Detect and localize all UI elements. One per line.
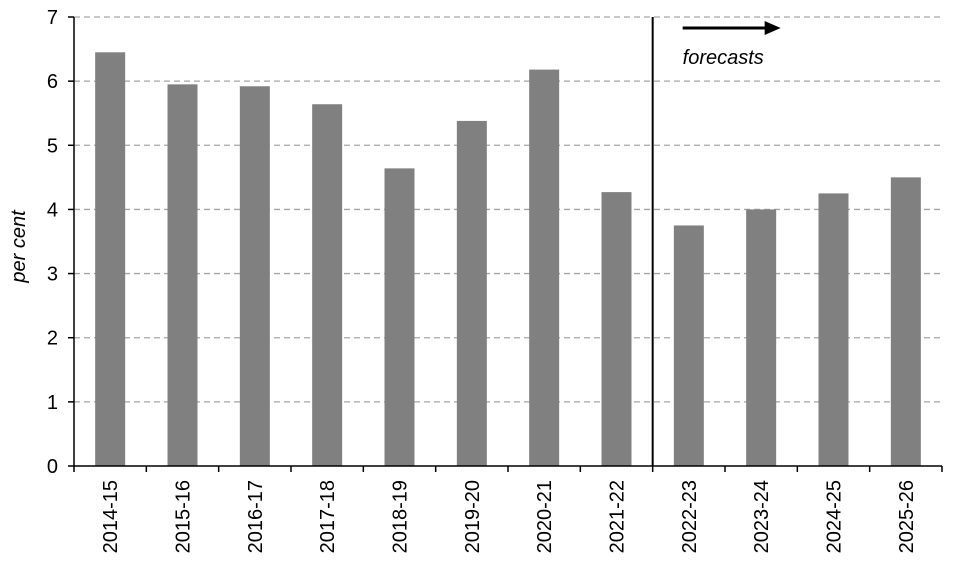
y-tick-label: 1 <box>47 392 58 414</box>
x-tick-label: 2021-22 <box>607 480 629 553</box>
bar-2024-25 <box>818 193 849 466</box>
x-tick-label: 2019-20 <box>462 480 484 553</box>
bar-2020-21 <box>529 69 560 467</box>
bars <box>95 52 921 467</box>
y-tick-label: 0 <box>47 456 58 478</box>
x-tick-label: 2023-24 <box>751 480 773 553</box>
y-tick-label: 2 <box>47 328 58 350</box>
bar-2018-19 <box>384 168 415 466</box>
y-tick-label: 4 <box>47 199 58 221</box>
y-tick-label: 5 <box>47 135 58 157</box>
x-tick-label: 2015-16 <box>173 480 195 553</box>
bar-2019-20 <box>456 120 487 466</box>
bar-2022-23 <box>673 225 704 466</box>
x-tick-label: 2017-18 <box>317 480 339 553</box>
y-tick-label: 3 <box>47 264 58 286</box>
x-tick-label: 2020-21 <box>534 480 556 553</box>
axes <box>68 16 943 472</box>
x-tick-label: 2016-17 <box>245 480 267 553</box>
x-tick-label: 2014-15 <box>100 480 122 553</box>
bar-2016-17 <box>239 86 270 466</box>
forecast-annotation: forecasts <box>651 17 781 466</box>
bar-2015-16 <box>167 84 198 466</box>
gridlines <box>74 16 942 403</box>
x-tick-label: 2018-19 <box>390 480 412 553</box>
forecast-label: forecasts <box>683 47 764 69</box>
bar-2017-18 <box>312 104 343 466</box>
x-tick-label: 2025-26 <box>896 480 918 553</box>
bar-2023-24 <box>746 209 777 466</box>
x-tick-label: 2024-25 <box>824 480 846 553</box>
bar-2014-15 <box>95 52 126 467</box>
y-tick-labels: 0 1 2 3 4 5 6 7 <box>47 7 58 478</box>
y-tick-label: 6 <box>47 71 58 93</box>
bar-2025-26 <box>890 177 921 466</box>
y-tick-label: 7 <box>47 7 58 29</box>
x-tick-labels: 2014-15 2015-16 2016-17 2017-18 2018-19 2019-… <box>100 480 918 553</box>
x-tick-label: 2022-23 <box>679 480 701 553</box>
y-axis-label: per cent <box>8 209 30 284</box>
bar-2021-22 <box>601 192 632 467</box>
forecast-arrowhead-icon <box>764 21 781 35</box>
